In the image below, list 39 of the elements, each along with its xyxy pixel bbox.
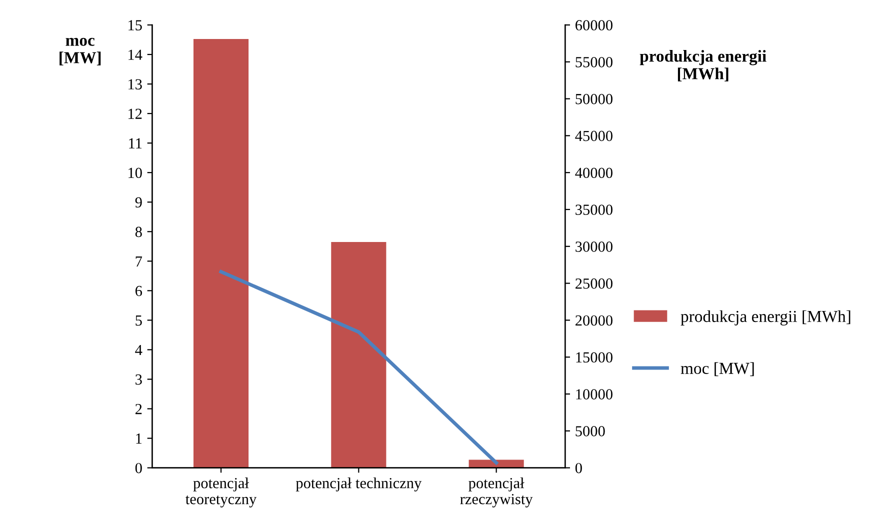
legend-label: moc [MW]	[680, 362, 754, 376]
legend-label: produkcja energii [MWh]	[680, 310, 850, 326]
bar	[468, 460, 524, 468]
y-tick-label: 2	[136, 404, 142, 414]
x-tick-label: potencjał rzeczywisty	[460, 478, 533, 508]
y2-tick-label: 45000	[575, 130, 612, 142]
bar	[193, 38, 249, 468]
y-tick-label: 15	[128, 20, 142, 30]
y2-tick-label: 20000	[576, 315, 612, 326]
y-axis-title: moc [MW]	[60, 38, 101, 66]
y-tick-label: 8	[135, 226, 142, 238]
y2-tick-label: 5000	[576, 426, 605, 436]
y-tick-label: 12	[128, 108, 142, 119]
y2-tick-label: 35000	[576, 204, 612, 215]
bar	[331, 242, 386, 468]
y-tick-label: 11	[129, 138, 142, 148]
x-tick-label: potencjał techniczny	[296, 478, 422, 492]
y-tick-label: 0	[135, 462, 142, 474]
x-tick-label: potencjał teoretyczny	[186, 478, 257, 508]
y-tick-label: 5	[136, 315, 142, 326]
y2-tick-label: 30000	[576, 242, 612, 252]
y-tick-label: 10	[128, 168, 142, 178]
y2-tick-label: 25000	[576, 278, 612, 289]
y-tick-label: 6	[135, 286, 142, 296]
y2-tick-label: 40000	[575, 168, 612, 178]
y2-tick-label: 0	[575, 462, 582, 474]
y2-tick-label: 10000	[576, 389, 612, 400]
y2-tick-label: 15000	[576, 352, 612, 363]
y-tick-label: 4	[135, 344, 142, 356]
y-tick-label: 9	[135, 197, 142, 208]
y2-tick-label: 60000	[576, 20, 612, 30]
y-tick-label: 3	[136, 374, 142, 385]
y-tick-label: 7	[136, 256, 142, 266]
y2-tick-label: 55000	[576, 57, 612, 68]
y-tick-label: 14	[128, 50, 142, 60]
y-tick-label: 1	[136, 434, 142, 444]
y2-axis-title: produkcja energii [MWh]	[640, 50, 766, 82]
y-tick-label: 13	[128, 79, 142, 90]
y2-tick-label: 50000	[576, 94, 612, 104]
